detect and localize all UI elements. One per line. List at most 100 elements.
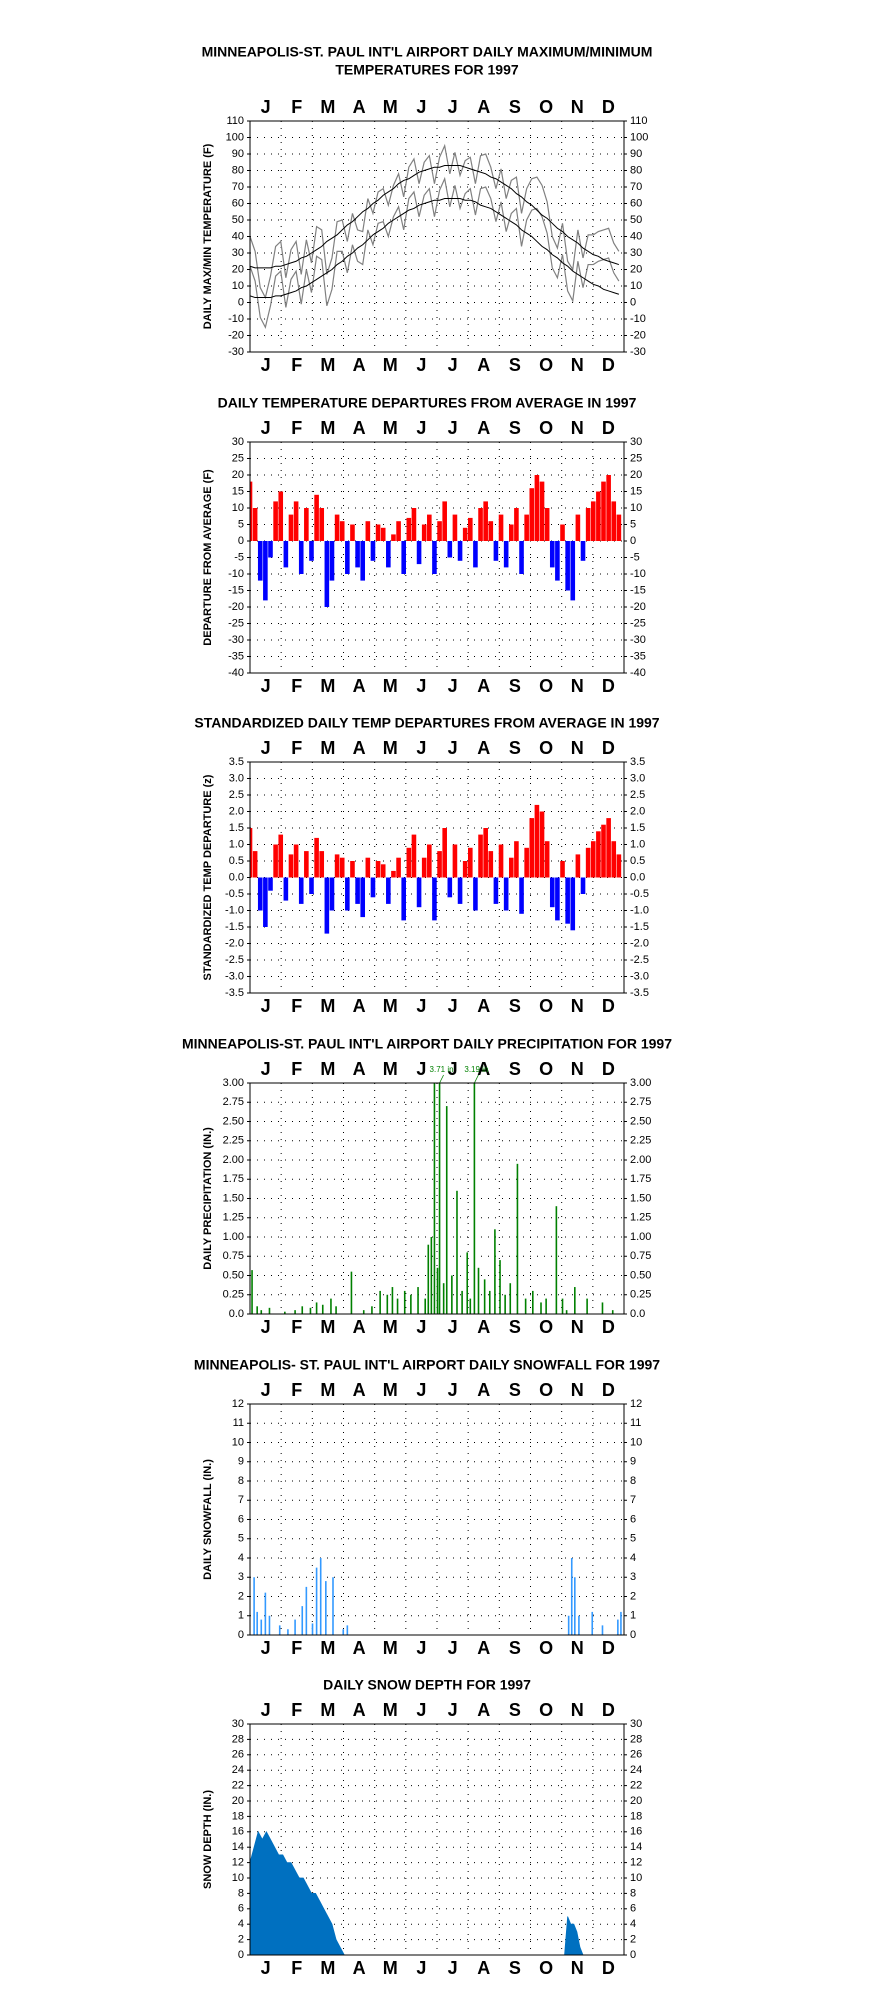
bar — [452, 844, 458, 878]
bar — [252, 508, 258, 541]
month-label: N — [571, 418, 584, 438]
month-label: M — [320, 355, 335, 375]
bar — [304, 851, 309, 878]
bar — [401, 541, 406, 574]
y-tick-label: 25 — [232, 452, 244, 464]
y-tick-label: 70 — [630, 181, 642, 193]
y-axis-label: DAILY MAX/MIN TEMPERATURE (F) — [202, 143, 214, 329]
month-label: A — [353, 1380, 366, 1400]
y-tick-label: -3.0 — [225, 970, 244, 982]
y-tick-label: 0 — [238, 1949, 244, 1961]
month-label: O — [539, 418, 553, 438]
month-label: A — [477, 1958, 490, 1978]
month-label: N — [571, 97, 584, 117]
bar — [416, 541, 422, 565]
bar — [447, 541, 453, 558]
y-tick-label: 8 — [630, 1475, 636, 1487]
bar — [416, 877, 422, 908]
bar — [410, 1294, 412, 1314]
y-tick-label: 2.00 — [223, 1154, 244, 1166]
month-label: M — [320, 738, 335, 758]
bar — [401, 877, 406, 921]
bar — [438, 1083, 441, 1314]
y-tick-label: 10 — [232, 280, 244, 292]
y-tick-label: 14 — [630, 1841, 642, 1853]
month-label: S — [509, 1638, 521, 1658]
month-label: D — [602, 1059, 615, 1079]
bar — [268, 1615, 271, 1635]
bar — [549, 541, 555, 568]
bar — [257, 877, 263, 911]
y-tick-label: 2.75 — [223, 1096, 244, 1108]
label-leader — [439, 1074, 444, 1084]
y-tick-label: 18 — [630, 1810, 642, 1822]
y-tick-label: 100 — [226, 131, 244, 143]
month-label: O — [539, 1317, 553, 1337]
bar — [386, 541, 391, 568]
bar — [324, 877, 330, 934]
month-label: N — [571, 1958, 584, 1978]
y-tick-label: 2.5 — [229, 789, 244, 801]
bar — [498, 514, 504, 541]
bar — [298, 541, 304, 574]
bar — [278, 834, 284, 878]
month-label: D — [602, 1380, 615, 1400]
marks — [250, 804, 622, 934]
y-tick-label: 0.50 — [223, 1269, 244, 1281]
month-label: A — [477, 97, 490, 117]
bar — [252, 851, 258, 878]
bar — [457, 541, 463, 561]
bar — [570, 1558, 573, 1635]
y-tick-label: 1.25 — [630, 1212, 651, 1224]
bar — [288, 854, 294, 878]
bar — [555, 541, 560, 581]
bar — [411, 834, 417, 878]
month-label: M — [383, 1958, 398, 1978]
line — [250, 143, 620, 300]
y-tick-label: 70 — [232, 181, 244, 193]
y-tick-label: 3.00 — [223, 1077, 244, 1089]
bar — [580, 541, 586, 561]
y-tick-label: 90 — [630, 148, 642, 160]
bar — [478, 834, 483, 878]
bar — [406, 517, 412, 541]
bar — [342, 1629, 345, 1635]
y-tick-label: 2.50 — [630, 1115, 651, 1127]
bar — [386, 1294, 389, 1314]
month-label: N — [571, 1317, 584, 1337]
y-tick-label: 2 — [630, 1590, 636, 1602]
month-label: O — [539, 676, 553, 696]
y-axis-label: DAILY SNOWFALL (IN.) — [202, 1459, 214, 1580]
y-tick-label: 10 — [630, 1436, 642, 1448]
y-tick-label: 40 — [232, 230, 244, 242]
y-tick-label: 1.5 — [630, 822, 645, 834]
y-tick-label: 0.75 — [223, 1250, 244, 1262]
bar — [524, 1298, 527, 1314]
line — [250, 176, 620, 329]
bar — [488, 851, 494, 878]
marks — [251, 1083, 614, 1314]
bar — [565, 541, 570, 591]
y-tick-label: 6 — [630, 1513, 636, 1525]
bar — [616, 854, 622, 878]
month-label: D — [602, 1638, 615, 1658]
chart-title: MINNEAPOLIS-ST. PAUL INT'L AIRPORT DAILY… — [202, 44, 653, 60]
y-tick-label: -15 — [630, 584, 646, 596]
bar — [544, 841, 550, 878]
month-label: M — [383, 738, 398, 758]
bar — [324, 541, 330, 607]
y-tick-label: -10 — [630, 568, 646, 580]
y-tick-label: 3.5 — [630, 756, 645, 768]
month-label: A — [353, 355, 366, 375]
month-label: D — [602, 1700, 615, 1720]
bar — [315, 1567, 318, 1635]
chart-title: MINNEAPOLIS- ST. PAUL INT'L AIRPORT DAIL… — [194, 1357, 660, 1373]
month-label: J — [448, 97, 458, 117]
bar — [549, 877, 555, 908]
y-tick-label: 0 — [630, 535, 636, 547]
month-label: J — [448, 1958, 458, 1978]
bar — [468, 517, 473, 541]
month-label: M — [383, 1700, 398, 1720]
y-tick-label: 2.00 — [630, 1154, 651, 1166]
bar — [540, 1302, 542, 1314]
